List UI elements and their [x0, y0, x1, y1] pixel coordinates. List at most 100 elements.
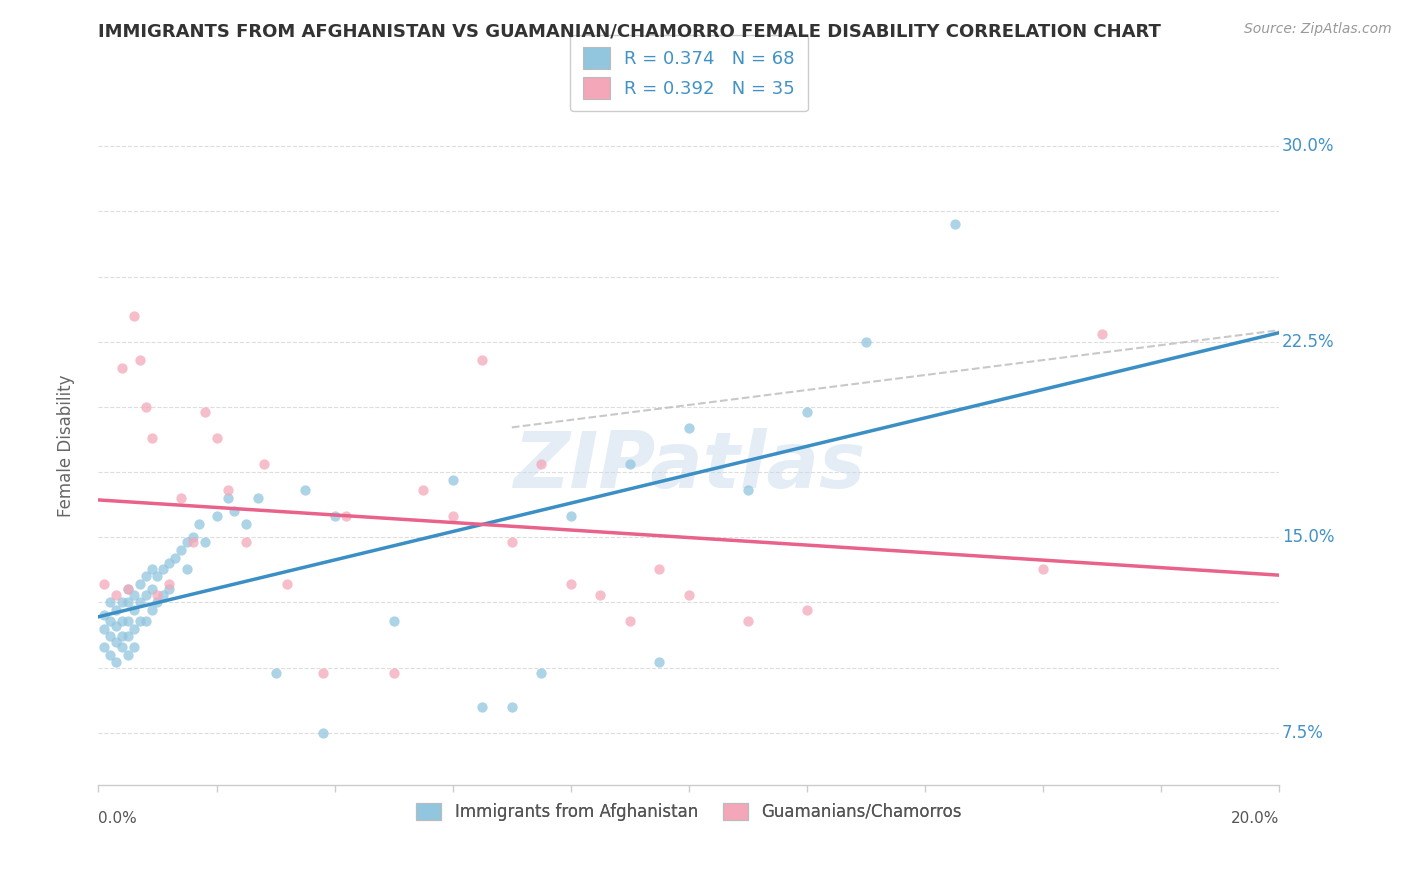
Text: Source: ZipAtlas.com: Source: ZipAtlas.com [1244, 22, 1392, 37]
Point [187, 517, 209, 532]
Point [560, 509, 582, 524]
Point [93, 608, 115, 623]
Point [122, 603, 145, 617]
Point [128, 614, 150, 628]
Point [135, 614, 157, 628]
Point [122, 588, 145, 602]
Point [312, 665, 335, 680]
Point [246, 491, 269, 505]
Point [619, 614, 641, 628]
Point [93, 640, 115, 654]
Point [117, 595, 139, 609]
Point [117, 629, 139, 643]
Point [98, 648, 121, 662]
Y-axis label: Female Disability: Female Disability [56, 375, 75, 517]
Point [194, 535, 217, 549]
Point [253, 457, 276, 471]
Point [471, 699, 494, 714]
Point [135, 569, 157, 583]
Point [146, 588, 169, 602]
Point [855, 334, 877, 349]
Point [111, 360, 134, 375]
Point [165, 551, 187, 566]
Text: 15.0%: 15.0% [1282, 528, 1334, 546]
Point [194, 405, 217, 419]
Point [111, 614, 134, 628]
Point [170, 491, 193, 505]
Point [181, 535, 204, 549]
Point [141, 561, 163, 575]
Text: 0.0%: 0.0% [98, 811, 138, 826]
Text: 7.5%: 7.5% [1282, 723, 1323, 742]
Point [205, 509, 228, 524]
Point [235, 535, 257, 549]
Point [181, 530, 204, 544]
Point [205, 431, 228, 445]
Point [157, 577, 180, 591]
Point [441, 473, 464, 487]
Point [111, 640, 134, 654]
Point [796, 405, 818, 419]
Point [98, 614, 121, 628]
Point [471, 353, 494, 368]
Point [501, 699, 523, 714]
Point [382, 665, 405, 680]
Point [276, 577, 298, 591]
Point [441, 509, 464, 524]
Point [157, 557, 180, 571]
Point [128, 595, 150, 609]
Point [737, 483, 759, 498]
Point [264, 665, 287, 680]
Point [648, 561, 671, 575]
Point [117, 582, 139, 597]
Point [737, 614, 759, 628]
Point [648, 656, 671, 670]
Point [93, 577, 115, 591]
Point [152, 561, 174, 575]
Point [105, 588, 128, 602]
Point [105, 619, 128, 633]
Point [501, 535, 523, 549]
Point [312, 726, 335, 740]
Point [217, 483, 239, 498]
Point [217, 491, 239, 505]
Point [530, 665, 553, 680]
Point [105, 656, 128, 670]
Point [117, 582, 139, 597]
Point [117, 648, 139, 662]
Point [619, 457, 641, 471]
Point [170, 543, 193, 558]
Point [1091, 326, 1114, 341]
Point [98, 595, 121, 609]
Point [678, 421, 700, 435]
Point [560, 577, 582, 591]
Point [128, 353, 150, 368]
Point [412, 483, 434, 498]
Point [122, 622, 145, 636]
Point [943, 218, 966, 232]
Point [141, 431, 163, 445]
Point [224, 504, 246, 518]
Point [111, 595, 134, 609]
Point [111, 629, 134, 643]
Point [335, 509, 357, 524]
Point [135, 400, 157, 414]
Point [105, 634, 128, 648]
Point [176, 561, 198, 575]
Point [122, 309, 145, 323]
Point [152, 588, 174, 602]
Point [530, 457, 553, 471]
Point [323, 509, 346, 524]
Point [105, 603, 128, 617]
Point [141, 582, 163, 597]
Point [157, 582, 180, 597]
Point [235, 517, 257, 532]
Point [589, 588, 612, 602]
Point [122, 640, 145, 654]
Text: ZIPatlas: ZIPatlas [513, 428, 865, 504]
Text: IMMIGRANTS FROM AFGHANISTAN VS GUAMANIAN/CHAMORRO FEMALE DISABILITY CORRELATION : IMMIGRANTS FROM AFGHANISTAN VS GUAMANIAN… [98, 22, 1161, 40]
Point [146, 595, 169, 609]
Point [146, 569, 169, 583]
Point [382, 614, 405, 628]
Point [128, 577, 150, 591]
